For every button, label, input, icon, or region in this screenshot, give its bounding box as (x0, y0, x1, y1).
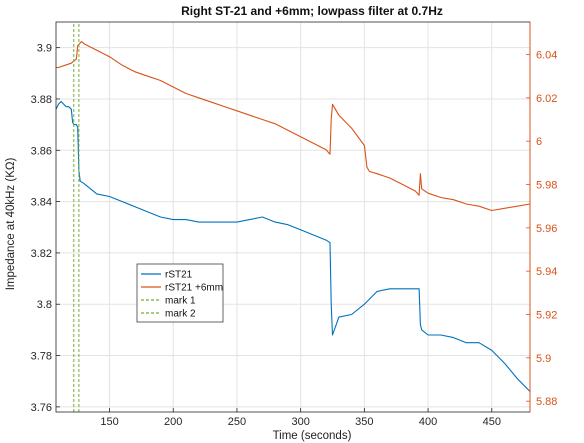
series-line-rst21 (55, 100, 531, 392)
y-left-tick-label: 3.84 (31, 197, 52, 209)
y-right-tick-label: 5.9 (536, 353, 551, 365)
legend-entry: mark 2 (165, 309, 196, 320)
series-layer (55, 22, 531, 412)
legend-entry: mark 1 (165, 296, 196, 307)
y-left-tick-label: 3.8 (37, 299, 52, 311)
plot-area (56, 22, 530, 412)
legend: rST21 rST21 +6mm mark 1 mark 2 (136, 263, 224, 323)
y-right-tick-label: 6.02 (536, 93, 557, 105)
series-line-rst21-6mm (56, 40, 531, 212)
x-axis-label: Time (seconds) (273, 430, 352, 442)
y-right-tick-label: 5.92 (536, 310, 557, 322)
chart-title: Right ST-21 and +6mm; lowpass filter at … (181, 4, 443, 18)
y-right-tick-label: 6 (536, 136, 542, 148)
grid-lines (56, 22, 530, 412)
y-right-tick-label: 5.88 (536, 396, 557, 408)
y-left-tick-label: 3.78 (31, 351, 52, 363)
x-tick-label: 350 (355, 416, 373, 428)
x-tick-label: 150 (100, 416, 118, 428)
y-axis-left-label: Impedance at 40kHz (KΩ) (5, 158, 17, 291)
x-tick-label: 450 (483, 416, 501, 428)
legend-entry: rST21 +6mm (165, 283, 223, 294)
y-left-tick-label: 3.76 (31, 402, 52, 414)
y-right-tick-label: 6.04 (536, 50, 557, 62)
x-tick-label: 250 (228, 416, 246, 428)
axes: 150 200 250 300 350 400 450 3.76 3.78 3.8 3.82 3.84… (31, 22, 557, 428)
x-tick-label: 200 (164, 416, 182, 428)
y-left-tick-label: 3.86 (31, 145, 52, 157)
y-left-tick-label: 3.82 (31, 248, 52, 260)
y-left-tick-label: 3.88 (31, 94, 52, 106)
y-right-tick-label: 5.98 (536, 180, 557, 192)
y-right-tick-label: 5.96 (536, 223, 557, 235)
legend-entry: rST21 (165, 270, 193, 281)
x-tick-label: 300 (291, 416, 309, 428)
x-tick-label: 400 (419, 416, 437, 428)
y-left-tick-label: 3.9 (37, 43, 52, 55)
y-right-tick-label: 5.94 (536, 266, 557, 278)
